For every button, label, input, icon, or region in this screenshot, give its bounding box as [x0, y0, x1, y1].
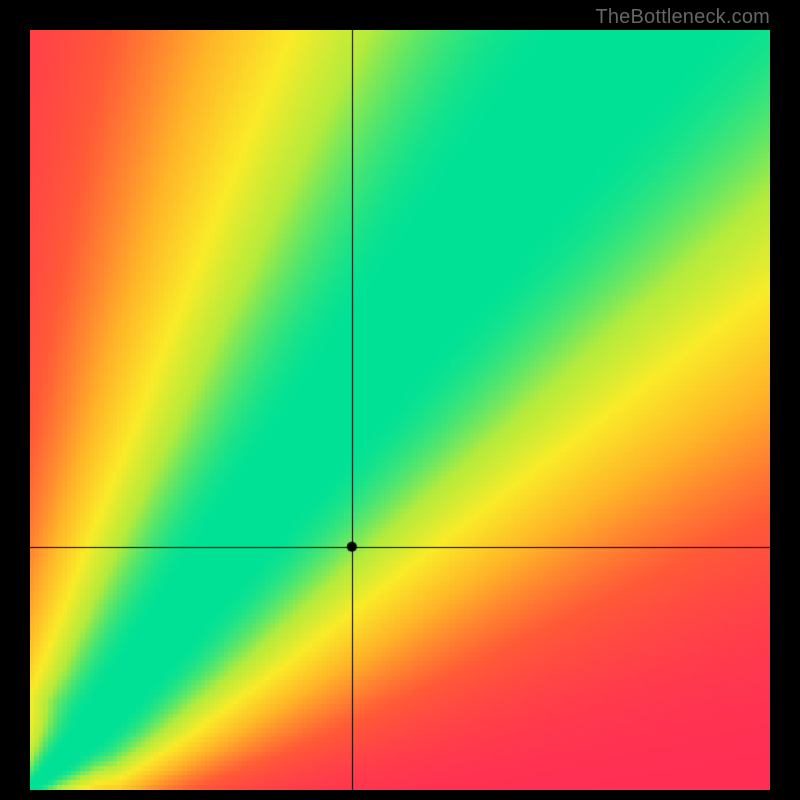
- bottleneck-heatmap: [30, 30, 770, 790]
- watermark-text: TheBottleneck.com: [595, 6, 770, 29]
